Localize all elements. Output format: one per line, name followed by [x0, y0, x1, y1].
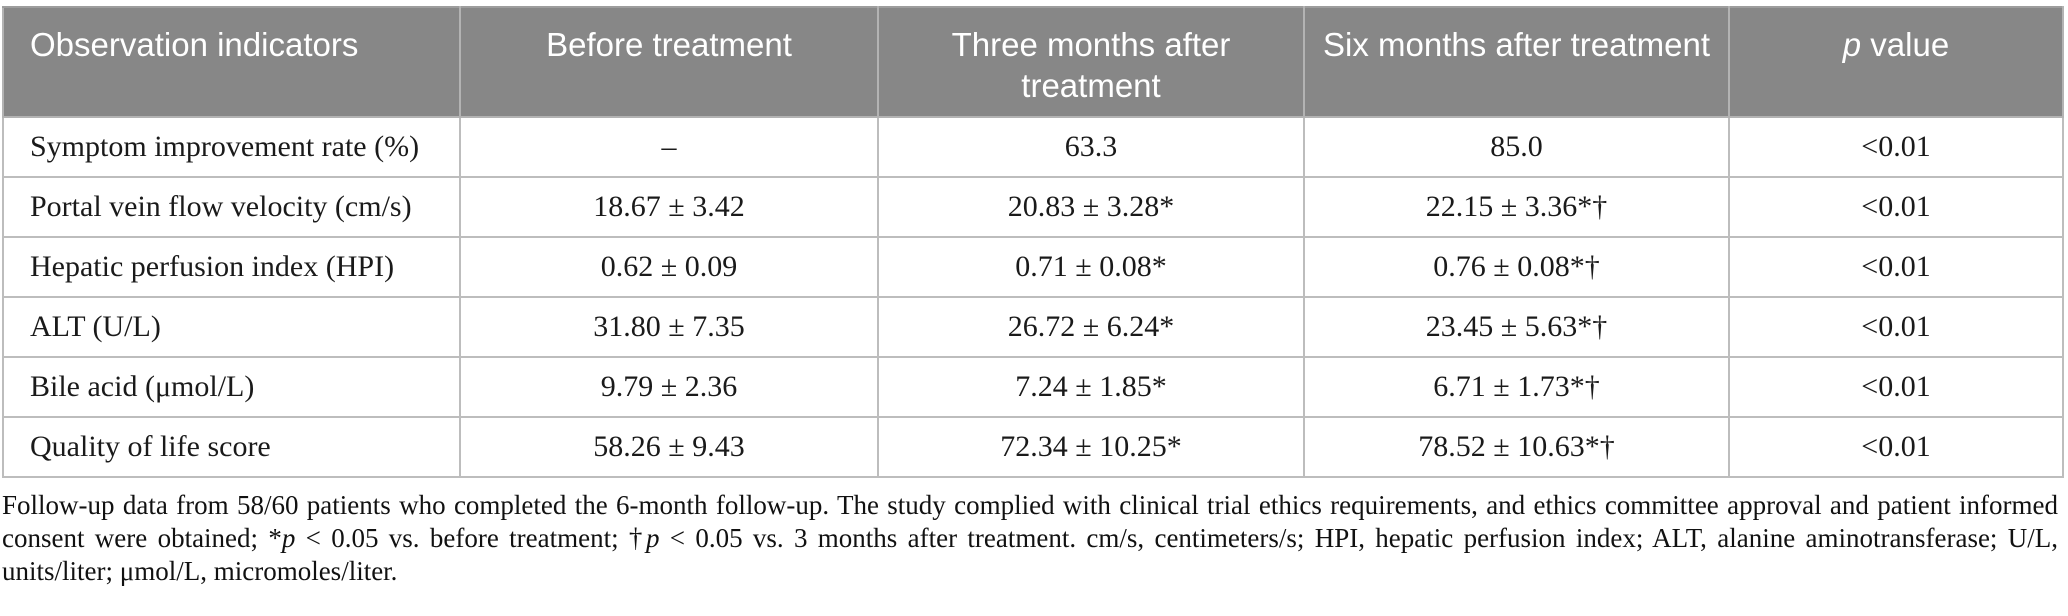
- header-observation-indicators: Observation indicators: [2, 6, 461, 118]
- cell-before: 31.80 ± 7.35: [459, 296, 879, 358]
- cell-three-months: 7.24 ± 1.85*: [877, 356, 1305, 418]
- footnote-italic-p: p: [645, 523, 660, 553]
- cell-p-value: <0.01: [1728, 116, 2064, 178]
- cell-indicator: Bile acid (μmol/L): [2, 356, 461, 418]
- header-three-months-after-treatment: Three months after treatment: [877, 6, 1305, 118]
- table-row-alt: ALT (U/L) 31.80 ± 7.35 26.72 ± 6.24* 23.…: [2, 296, 2064, 358]
- table-row-hepatic-perfusion-index: Hepatic perfusion index (HPI) 0.62 ± 0.0…: [2, 236, 2064, 298]
- results-table: Observation indicators Before treatment …: [2, 6, 2064, 478]
- p-value-rest: value: [1861, 26, 1950, 63]
- cell-six-months: 78.52 ± 10.63*†: [1303, 416, 1730, 478]
- table-figure: Observation indicators Before treatment …: [2, 6, 2064, 588]
- cell-p-value: <0.01: [1728, 356, 2064, 418]
- cell-before: 0.62 ± 0.09: [459, 236, 879, 298]
- cell-six-months: 6.71 ± 1.73*†: [1303, 356, 1730, 418]
- cell-p-value: <0.01: [1728, 416, 2064, 478]
- footnote-text: Follow-up data from 58/60 patients who c…: [2, 490, 2058, 553]
- cell-six-months: 22.15 ± 3.36*†: [1303, 176, 1730, 238]
- cell-indicator: Hepatic perfusion index (HPI): [2, 236, 461, 298]
- header-six-months-after-treatment: Six months after treatment: [1303, 6, 1730, 118]
- table-row-symptom-improvement: Symptom improvement rate (%) – 63.3 85.0…: [2, 116, 2064, 178]
- cell-before: 9.79 ± 2.36: [459, 356, 879, 418]
- table-footnote: Follow-up data from 58/60 patients who c…: [2, 489, 2058, 588]
- cell-indicator: Quality of life score: [2, 416, 461, 478]
- cell-indicator: ALT (U/L): [2, 296, 461, 358]
- cell-six-months: 0.76 ± 0.08*†: [1303, 236, 1730, 298]
- cell-p-value: <0.01: [1728, 176, 2064, 238]
- cell-before: 58.26 ± 9.43: [459, 416, 879, 478]
- cell-six-months: 85.0: [1303, 116, 1730, 178]
- cell-three-months: 0.71 ± 0.08*: [877, 236, 1305, 298]
- cell-indicator: Portal vein flow velocity (cm/s): [2, 176, 461, 238]
- header-before-treatment: Before treatment: [459, 6, 879, 118]
- table-row-portal-vein-flow: Portal vein flow velocity (cm/s) 18.67 ±…: [2, 176, 2064, 238]
- cell-three-months: 63.3: [877, 116, 1305, 178]
- cell-six-months: 23.45 ± 5.63*†: [1303, 296, 1730, 358]
- p-value-italic-p: p: [1842, 26, 1862, 63]
- footnote-italic-p: p: [281, 523, 296, 553]
- cell-three-months: 26.72 ± 6.24*: [877, 296, 1305, 358]
- cell-before: –: [459, 116, 879, 178]
- cell-indicator: Symptom improvement rate (%): [2, 116, 461, 178]
- table-row-bile-acid: Bile acid (μmol/L) 9.79 ± 2.36 7.24 ± 1.…: [2, 356, 2064, 418]
- header-row: Observation indicators Before treatment …: [2, 6, 2064, 118]
- table-row-quality-of-life: Quality of life score 58.26 ± 9.43 72.34…: [2, 416, 2064, 478]
- cell-p-value: <0.01: [1728, 296, 2064, 358]
- cell-three-months: 72.34 ± 10.25*: [877, 416, 1305, 478]
- cell-p-value: <0.01: [1728, 236, 2064, 298]
- footnote-text: < 0.05 vs. before treatment; †: [295, 523, 646, 553]
- header-p-value: p value: [1728, 6, 2064, 118]
- cell-three-months: 20.83 ± 3.28*: [877, 176, 1305, 238]
- footnote-text: < 0.05 vs. 3 months after treatment. cm/…: [2, 523, 2058, 586]
- cell-before: 18.67 ± 3.42: [459, 176, 879, 238]
